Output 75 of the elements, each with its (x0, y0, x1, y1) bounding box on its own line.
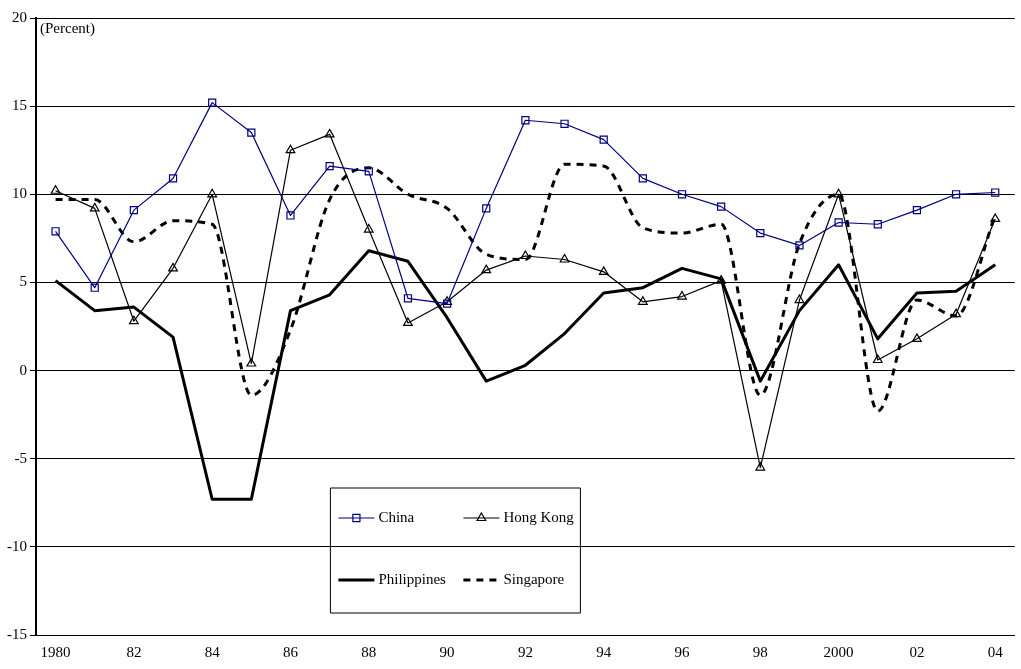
point (598, 266, 609, 275)
y-tick-label: 20 (12, 8, 27, 25)
point (638, 174, 647, 183)
x-tick-label: 02 (909, 643, 925, 660)
point (521, 116, 530, 125)
x-tick-label: 2000 (823, 643, 854, 660)
x-tick-label: 96 (674, 643, 691, 660)
point (990, 213, 1001, 223)
point (520, 250, 531, 260)
point (482, 204, 491, 213)
point (247, 128, 256, 137)
y-tick-label: 5 (19, 273, 27, 290)
y-tick-label: 10 (12, 185, 27, 202)
point (991, 188, 1000, 197)
y-tick-label: -10 (7, 537, 27, 554)
point (755, 461, 766, 471)
point (207, 188, 218, 198)
point (559, 253, 570, 263)
legend-label: Hong Kong (503, 508, 575, 525)
x-tick-label: 92 (517, 643, 533, 660)
point (324, 128, 335, 138)
point (51, 227, 60, 236)
x-tick-label: 82 (126, 643, 142, 660)
point (834, 218, 843, 227)
point (833, 188, 844, 198)
point (599, 135, 608, 144)
point (89, 202, 100, 212)
point (560, 119, 569, 128)
point (168, 262, 178, 272)
x-tick-label: 90 (439, 643, 455, 660)
x-tick-label: 98 (752, 643, 768, 660)
point (129, 206, 139, 215)
y-tick-label: 0 (19, 361, 27, 378)
y-tick-label: 15 (12, 97, 27, 114)
point (951, 308, 961, 318)
point (677, 190, 687, 199)
legend-label: China (378, 508, 415, 525)
legend-label: Philippines (378, 570, 447, 587)
point (325, 161, 334, 171)
point (677, 290, 687, 300)
point (363, 223, 374, 233)
y-tick-label: -15 (7, 625, 27, 642)
point (794, 294, 805, 304)
point (951, 190, 961, 199)
point (246, 357, 257, 367)
point (911, 333, 922, 342)
x-tick-label: 04 (987, 643, 1004, 660)
point (50, 185, 61, 194)
x-tick-label: 84 (204, 643, 221, 660)
point (285, 144, 296, 154)
point (208, 98, 217, 107)
point (403, 317, 413, 327)
point (168, 174, 178, 183)
x-tick-label: 88 (361, 643, 377, 660)
x-tick-label: 86 (282, 643, 299, 660)
point (128, 315, 139, 325)
point (912, 206, 922, 215)
point (481, 264, 492, 274)
y-axis-title: (Percent) (40, 20, 95, 38)
point (873, 220, 882, 229)
point (364, 167, 373, 176)
point (716, 275, 727, 284)
point (637, 296, 648, 305)
point (442, 299, 452, 308)
point (872, 354, 883, 364)
point (795, 241, 804, 250)
legend-label: Singapore (503, 570, 565, 587)
point (756, 228, 765, 238)
point (286, 211, 295, 220)
point (403, 294, 413, 303)
x-tick-label: 1980 (40, 643, 71, 660)
x-tick-label: 94 (596, 643, 612, 660)
y-tick-label: -5 (14, 449, 27, 466)
point (717, 202, 726, 211)
point (90, 283, 99, 292)
